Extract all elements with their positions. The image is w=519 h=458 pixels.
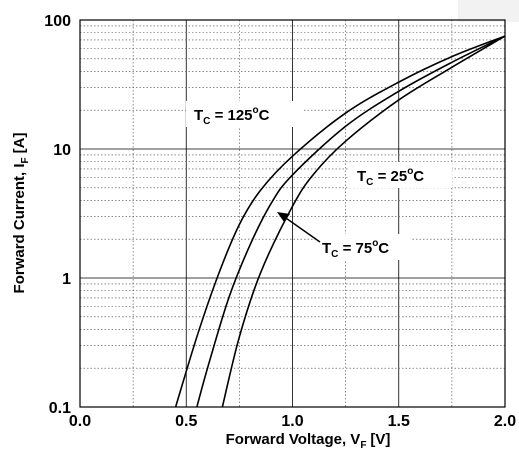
y-tick-label: 1 [62, 271, 71, 288]
curves [174, 35, 506, 408]
plot-frame [79, 19, 506, 408]
x-axis-title: Forward Voltage, VF [V] [226, 431, 391, 451]
grid [80, 20, 505, 407]
x-tick-label: 0.5 [175, 413, 197, 430]
x-tick-label: 1.5 [388, 413, 410, 430]
curve-75-arrow [282, 215, 321, 243]
series-line-2 [221, 35, 506, 408]
curve-label-75: TC = 75oC [322, 238, 389, 260]
y-tick-label: 100 [44, 13, 71, 30]
y-tick-label: 0.1 [49, 400, 71, 417]
series-line-1 [196, 35, 506, 408]
curve-label-125: TC = 125oC [194, 105, 270, 127]
y-axis-title: Forward Current, IF[A] [11, 133, 31, 294]
x-tick-label: 0.0 [69, 413, 91, 430]
series-line-0 [174, 35, 506, 408]
curve-75-arrowhead [277, 212, 290, 222]
corner-patch [458, 0, 519, 22]
label-bg-25 [349, 162, 452, 188]
label-bg-125 [186, 101, 302, 127]
x-tick-label: 2.0 [494, 413, 516, 430]
y-tick-label: 10 [53, 142, 71, 159]
curve-label-25: TC = 25oC [357, 166, 424, 188]
x-tick-label: 1.0 [281, 413, 303, 430]
tick-labels: 0.0 0.5 1.0 1.5 2.0 0.1 1 10 100 [44, 13, 516, 430]
label-bg-75 [315, 234, 412, 260]
